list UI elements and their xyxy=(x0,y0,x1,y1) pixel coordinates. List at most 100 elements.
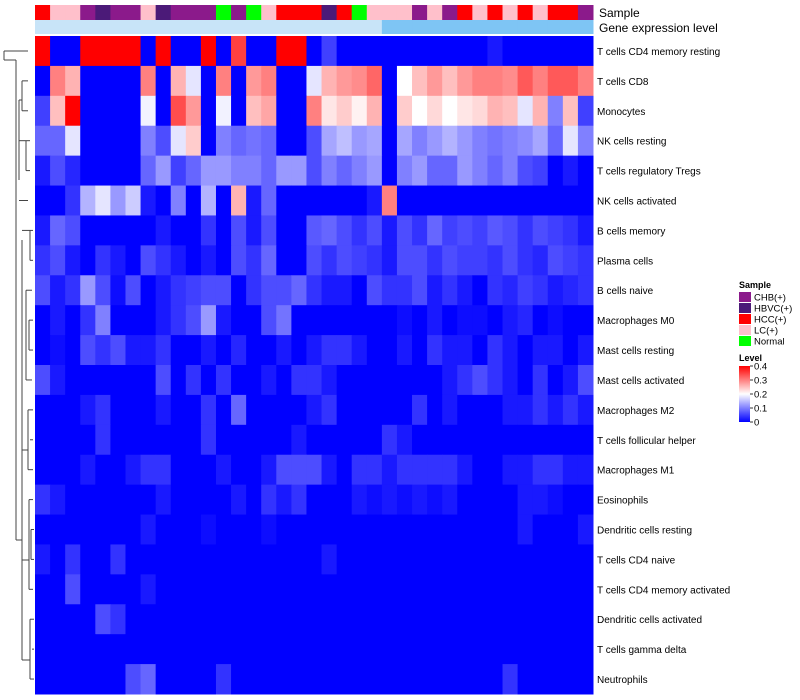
heatmap-cell xyxy=(577,185,594,216)
heatmap-cell xyxy=(261,514,277,545)
heatmap-cell xyxy=(125,544,142,575)
heatmap-cell xyxy=(487,36,504,67)
heatmap-cell xyxy=(562,365,579,396)
heatmap-cell xyxy=(457,424,473,456)
gene-expression-annotation-cell xyxy=(381,20,398,34)
heatmap-cell xyxy=(306,424,323,456)
heatmap-cell xyxy=(306,65,323,97)
sample-legend: Sample CHB(+)HBVC(+)HCC(+)LC(+)Normal xyxy=(739,280,792,348)
heatmap-cell xyxy=(427,604,443,635)
heatmap-cell xyxy=(246,365,262,396)
heatmap-cell xyxy=(185,664,202,695)
heatmap-cell xyxy=(502,125,519,157)
heatmap-cell xyxy=(517,65,534,97)
heatmap-cell xyxy=(517,394,534,426)
heatmap-cell xyxy=(200,634,217,665)
heatmap-cell xyxy=(306,454,323,486)
heatmap-cell xyxy=(95,215,111,246)
heatmap-cell xyxy=(321,65,338,97)
heatmap-cell xyxy=(366,394,383,426)
heatmap-cell xyxy=(562,424,579,456)
heatmap-cell xyxy=(351,365,368,396)
heatmap-cell xyxy=(170,245,187,276)
level-legend-tick-label: 0 xyxy=(754,418,759,429)
heatmap-cell xyxy=(35,185,51,216)
sample-annotation-cell xyxy=(412,5,428,20)
heatmap-cell xyxy=(442,335,458,366)
heatmap-cell xyxy=(321,484,338,516)
heatmap-cell xyxy=(306,36,323,67)
heatmap-cell xyxy=(95,125,111,157)
heatmap-cell xyxy=(321,245,338,276)
heatmap-cell xyxy=(110,245,126,276)
heatmap-cell xyxy=(246,454,262,486)
heatmap-cell xyxy=(50,36,66,67)
heatmap-cell xyxy=(442,155,458,187)
heatmap-cell xyxy=(95,574,111,605)
heatmap-cell xyxy=(442,664,458,695)
heatmap-cell xyxy=(336,215,353,246)
heatmap-cell xyxy=(246,335,262,366)
heatmap-cell xyxy=(200,95,217,127)
heatmap-cell xyxy=(502,95,519,127)
heatmap-cell xyxy=(396,634,413,665)
heatmap-cell xyxy=(291,394,307,426)
heatmap-cell xyxy=(306,574,323,605)
heatmap-cell xyxy=(35,664,51,695)
heatmap-cell xyxy=(276,394,292,426)
heatmap-cell xyxy=(412,574,428,605)
heatmap-cell xyxy=(65,215,81,246)
heatmap-cell xyxy=(276,544,292,575)
gene-expression-annotation-cell xyxy=(502,20,519,34)
heatmap-cell xyxy=(472,125,488,157)
sample-legend-swatch xyxy=(739,303,751,313)
heatmap-cell xyxy=(35,275,51,306)
heatmap-cell xyxy=(381,65,398,97)
heatmap-cell xyxy=(442,604,458,635)
heatmap-cell xyxy=(532,365,549,396)
gene-expression-annotation-cell xyxy=(95,20,111,34)
heatmap-cell xyxy=(170,65,187,97)
sample-annotation-cell xyxy=(487,5,504,20)
heatmap-cell xyxy=(562,95,579,127)
sample-annotation-cell xyxy=(351,5,368,20)
heatmap-cell xyxy=(547,36,564,67)
sample-legend-swatch xyxy=(739,314,751,324)
heatmap-cell xyxy=(200,65,217,97)
heatmap-cell xyxy=(185,335,202,366)
row-label: Monocytes xyxy=(597,107,645,118)
heatmap-cell xyxy=(577,484,594,516)
sample-legend-label: HCC(+) xyxy=(754,315,786,326)
heatmap-cell xyxy=(381,36,398,67)
sample-annotation-cell xyxy=(185,5,202,20)
heatmap-cell xyxy=(80,574,96,605)
heatmap-cell xyxy=(502,245,519,276)
heatmap-cell xyxy=(140,454,157,486)
heatmap-cell xyxy=(517,185,534,216)
heatmap-cell xyxy=(427,454,443,486)
heatmap-cell xyxy=(170,484,187,516)
heatmap-cell xyxy=(427,275,443,306)
heatmap-cell xyxy=(487,335,504,366)
heatmap-cell xyxy=(50,604,66,635)
sample-annotation-cell xyxy=(261,5,277,20)
heatmap-cell xyxy=(50,424,66,456)
heatmap-cell xyxy=(427,424,443,456)
heatmap-cell xyxy=(110,604,126,635)
heatmap-cell xyxy=(412,394,428,426)
heatmap-cell xyxy=(170,215,187,246)
gene-expression-annotation-cell xyxy=(427,20,443,34)
sample-legend-swatch xyxy=(739,336,751,346)
heatmap-cell xyxy=(261,125,277,157)
heatmap-cell xyxy=(351,394,368,426)
heatmap-cell xyxy=(562,634,579,665)
gene-expression-annotation-cell xyxy=(336,20,353,34)
row-label: Plasma cells xyxy=(597,256,653,267)
heatmap-cell xyxy=(35,634,51,665)
heatmap-cell xyxy=(502,36,519,67)
heatmap-cell xyxy=(215,245,232,276)
heatmap-cell xyxy=(35,36,51,67)
heatmap-cell xyxy=(231,245,247,276)
gene-expression-annotation-cell xyxy=(246,20,262,34)
heatmap-cell xyxy=(427,514,443,545)
